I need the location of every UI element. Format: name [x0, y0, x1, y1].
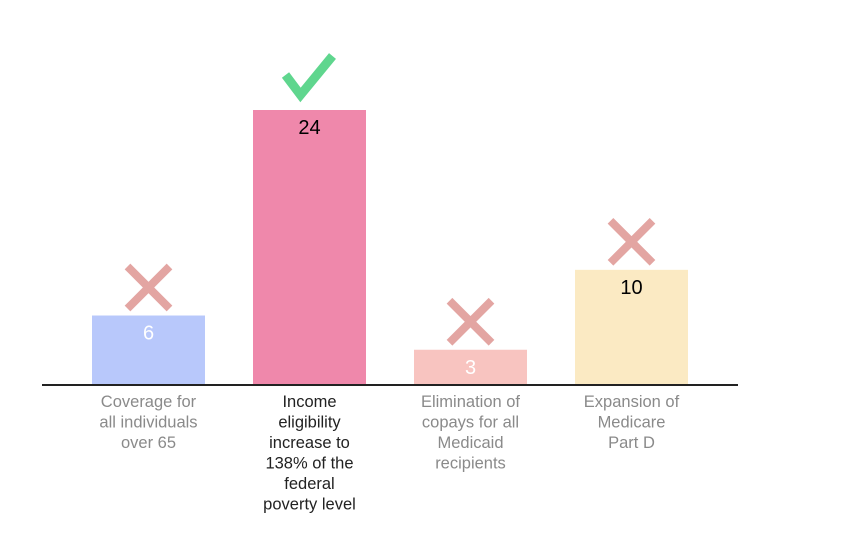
check-stroke: [281, 53, 336, 103]
category-label-line: Medicare: [598, 414, 666, 432]
cross-marker-4: [607, 218, 656, 266]
bar-2: [253, 110, 366, 384]
category-label-line: Expansion of: [584, 393, 680, 411]
category-label-line: poverty level: [263, 496, 356, 514]
category-label-line: eligibility: [278, 414, 341, 432]
category-label-1: Coverage for all individuals over 65: [99, 393, 197, 452]
cross-stroke: [607, 218, 656, 266]
category-label-line: recipients: [435, 455, 506, 473]
category-label-line: copays for all: [422, 414, 519, 432]
value-label-3: 3: [465, 357, 476, 379]
cross-stroke: [446, 297, 495, 346]
category-label-line: Coverage for: [101, 393, 197, 411]
category-label-line: Medicaid: [437, 434, 503, 452]
cross-marker-3: [446, 297, 495, 346]
bars-group: [92, 110, 688, 384]
category-label-4: Expansion of Medicare Part D: [584, 393, 680, 452]
value-labels-group: 6 24 3 10: [143, 117, 643, 379]
value-label-1: 6: [143, 323, 154, 345]
check-marker-2: [281, 53, 336, 103]
category-label-line: all individuals: [99, 414, 197, 432]
category-label-line: 138% of the: [265, 455, 353, 473]
value-label-4: 10: [620, 277, 642, 299]
bar-4: [575, 269, 688, 384]
category-label-3: Elimination of copays for all Medicaid reci…: [421, 393, 520, 473]
category-labels-group: Coverage for all individuals over 65 Income…: [99, 393, 679, 514]
value-label-2: 24: [298, 117, 320, 139]
category-label-line: federal: [284, 475, 334, 493]
bar-1: [92, 315, 205, 384]
category-label-line: increase to: [269, 434, 350, 452]
category-label-line: Income: [282, 393, 336, 411]
category-label-line: Elimination of: [421, 393, 520, 411]
cross-marker-1: [124, 263, 173, 312]
category-label-line: over 65: [121, 434, 176, 452]
markers-group: [124, 53, 656, 346]
category-label-line: Part D: [608, 434, 655, 452]
bar-3: [414, 349, 527, 384]
cross-stroke: [124, 263, 173, 312]
category-label-2: Income eligibility increase to 138% of the f…: [263, 393, 356, 514]
